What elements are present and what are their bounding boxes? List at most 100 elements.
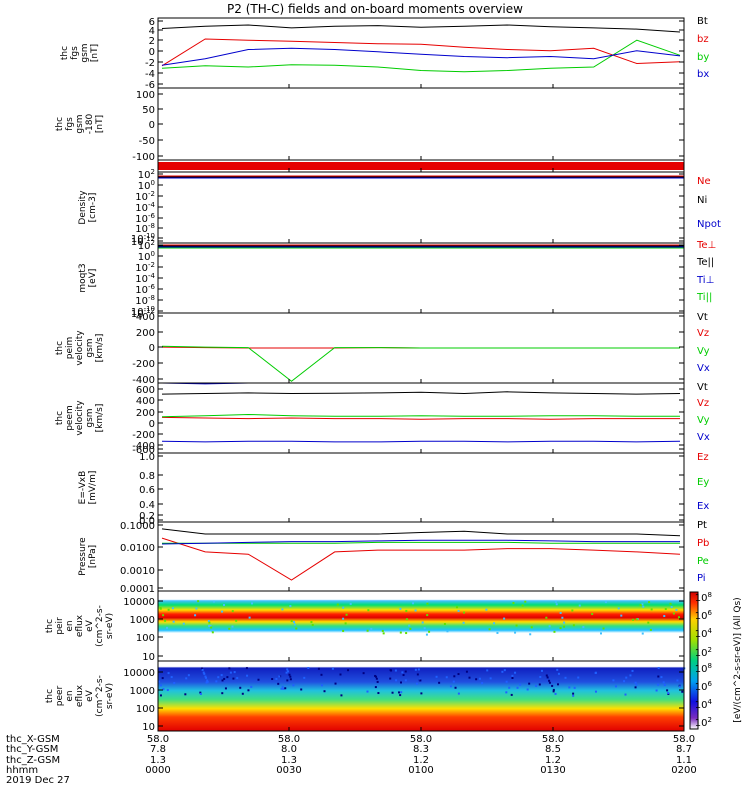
ytick-label-peir-eflux: 10 xyxy=(142,652,155,663)
peer-speckle xyxy=(625,676,628,679)
peer-speckle xyxy=(546,676,549,679)
peer-speckle xyxy=(415,682,418,685)
peir-speckle xyxy=(426,600,429,603)
peer-speckle xyxy=(236,677,239,680)
peer-speckle xyxy=(199,691,202,694)
peer-speckle xyxy=(161,677,164,680)
ylabel-peem-velocity: [km/s] xyxy=(95,404,105,433)
peir-speckle xyxy=(405,618,408,621)
peir-speckle xyxy=(166,626,169,629)
ylabel-peer-eflux: eflux xyxy=(75,684,85,707)
legend-pressure-Pt: Pt xyxy=(697,520,707,531)
peer-speckle xyxy=(286,668,289,671)
ylabel-fgs-gsm-2: fgs xyxy=(65,117,75,131)
peer-speckle xyxy=(202,671,205,674)
ylabel-moqt3: moqt3 xyxy=(78,263,88,292)
ytick-label-peim-velocity: 0 xyxy=(149,343,155,354)
peir-speckle xyxy=(426,614,429,617)
peer-speckle xyxy=(400,681,403,684)
peer-speckle xyxy=(417,668,420,671)
ytick-label-fgs-gsm: -4 xyxy=(145,69,155,80)
peir-speckle xyxy=(488,628,491,631)
ytick-label-pressure: 0.1000 xyxy=(120,521,155,532)
series-fgs-gsm-bz xyxy=(161,38,681,67)
peir-speckle xyxy=(208,621,211,624)
peer-speckle xyxy=(508,686,511,689)
ylabel-pressure: Pressure xyxy=(78,537,88,576)
ylabel-peem-velocity: gsm xyxy=(85,408,95,427)
footer-z-value: 1.2 xyxy=(545,755,561,766)
peer-speckle xyxy=(465,670,468,673)
peer-speckle xyxy=(666,689,669,692)
peir-speckle xyxy=(641,632,644,635)
peir-speckle xyxy=(228,627,231,630)
footer-time-value: 0100 xyxy=(408,765,433,776)
ylabel-fgs-gsm: thc xyxy=(60,46,70,60)
peer-speckle xyxy=(468,676,471,679)
peer-speckle xyxy=(247,689,250,692)
peer-spectrogram xyxy=(158,661,684,731)
footer-row-label: thc_Y-GSM xyxy=(6,744,58,755)
peir-speckle xyxy=(345,613,348,616)
peir-speckle xyxy=(515,624,518,627)
legend-density-Npot: Npot xyxy=(697,219,721,230)
peer-speckle xyxy=(201,668,204,671)
peer-speckle xyxy=(457,673,460,676)
ytick-label-density: 10-4 xyxy=(135,201,155,214)
peer-speckle xyxy=(577,676,580,679)
ytick-label-pressure: 0.0001 xyxy=(120,584,155,595)
peer-speckle xyxy=(556,668,559,671)
footer-time-value: 0130 xyxy=(540,765,565,776)
peer-speckle xyxy=(203,672,206,675)
legend-pressure-Pb: Pb xyxy=(697,538,709,549)
peir-speckle xyxy=(529,633,532,636)
peer-speckle xyxy=(340,694,343,697)
peer-speckle xyxy=(221,679,224,682)
ytick-label-pressure: 0.0100 xyxy=(120,543,155,554)
peir-speckle xyxy=(553,630,556,633)
ytick-label-moqt3: 10-2 xyxy=(135,261,155,274)
ytick-label-fgs-gsm: 2 xyxy=(149,36,155,47)
ylabel-fgs-gsm: gsm xyxy=(80,43,90,62)
ylabel-fgs-gsm-2: [nT] xyxy=(95,115,105,133)
peer-speckle xyxy=(317,667,320,670)
colorbar-tick: 102 xyxy=(695,646,712,659)
peer-speckle xyxy=(159,684,162,687)
peer-speckle xyxy=(185,677,188,680)
peir-speckle xyxy=(421,621,424,624)
peer-speckle xyxy=(289,675,292,678)
peer-speckle xyxy=(292,684,295,687)
panel-frame-moqt3 xyxy=(157,242,685,314)
ytick-label-moqt3: 10-4 xyxy=(135,272,155,285)
peer-speckle xyxy=(453,675,456,678)
peer-speckle xyxy=(660,676,663,679)
legend-e-field-Ey: Ey xyxy=(697,477,709,488)
peer-speckle xyxy=(280,687,283,690)
peer-speckle xyxy=(206,679,209,682)
peer-speckle xyxy=(663,684,666,687)
peir-speckle xyxy=(632,618,635,621)
peer-speckle xyxy=(205,681,208,684)
peer-speckle xyxy=(323,690,326,693)
peir-speckle xyxy=(677,616,680,619)
peir-speckle xyxy=(426,602,429,605)
peer-speckle xyxy=(285,671,288,674)
peer-speckle xyxy=(678,685,681,688)
peir-speckle xyxy=(571,609,574,612)
legend-pressure-Pe: Pe xyxy=(697,556,709,567)
peir-speckle xyxy=(635,618,638,621)
ylabel-peer-eflux: eV xyxy=(85,689,95,702)
peer-speckle xyxy=(303,676,306,679)
peer-speckle xyxy=(614,685,617,688)
peir-speckle xyxy=(235,619,238,622)
peer-speckle xyxy=(217,676,220,679)
peir-speckle xyxy=(563,621,566,624)
ylabel-peer-eflux: en xyxy=(65,690,75,701)
peer-speckle xyxy=(655,689,658,692)
red-bar xyxy=(158,162,684,170)
peir-speckle xyxy=(512,602,515,605)
peer-speckle xyxy=(481,682,484,685)
ytick-label-fgs-gsm-2: -100 xyxy=(132,152,155,163)
peer-speckle xyxy=(395,679,398,682)
ylabel-fgs-gsm-2: thc xyxy=(55,117,65,131)
